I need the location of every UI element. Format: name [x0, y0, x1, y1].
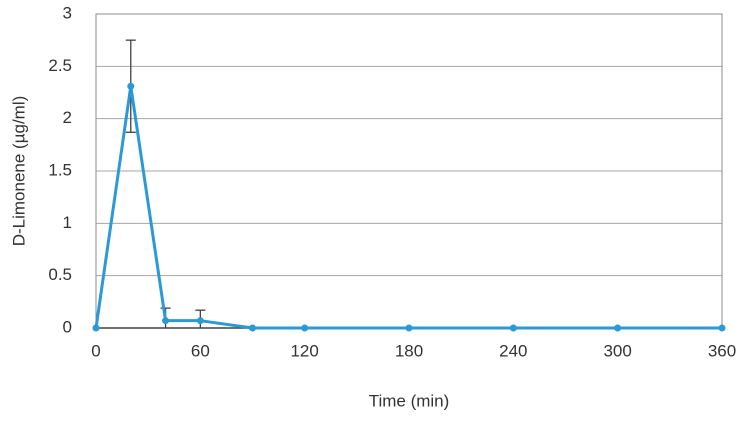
data-line — [94, 84, 722, 330]
y-tick-label: 1.5 — [48, 160, 72, 179]
x-axis-title: Time (min) — [369, 391, 450, 410]
y-tick-label: 1 — [63, 213, 72, 232]
data-point — [405, 324, 413, 332]
x-tick-label: 180 — [395, 341, 423, 360]
y-tick-label: 2 — [63, 108, 72, 127]
x-tick-label: 240 — [499, 341, 527, 360]
plot-area — [125, 39, 206, 328]
data-point — [127, 82, 135, 90]
x-tick-label: 360 — [708, 341, 736, 360]
data-point — [718, 324, 726, 332]
y-tick-label: 0.5 — [48, 265, 72, 284]
y-tick-label: 2.5 — [48, 56, 72, 75]
data-point — [196, 317, 204, 325]
data-point — [92, 324, 100, 332]
data-point — [249, 324, 256, 332]
data-point — [301, 324, 309, 332]
data-point — [614, 324, 622, 332]
x-tick-label: 0 — [91, 341, 100, 360]
x-tick-label: 120 — [290, 341, 318, 360]
y-tick-label: 3 — [63, 3, 72, 22]
y-axis-title: D-Limonene (µg/ml) — [9, 96, 28, 247]
x-tick-label: 60 — [191, 341, 210, 360]
data-point — [162, 317, 170, 325]
y-tick-label: 0 — [63, 317, 72, 336]
data-point — [509, 324, 517, 332]
x-tick-label: 300 — [603, 341, 631, 360]
